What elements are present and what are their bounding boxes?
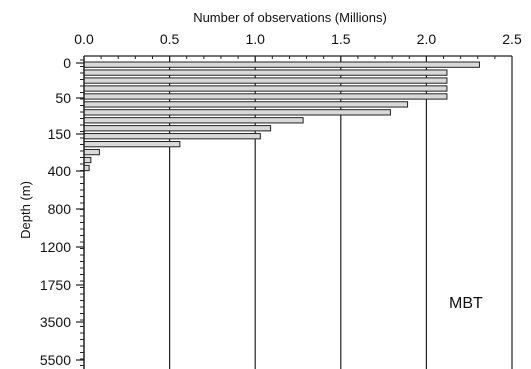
bar: [83, 61, 480, 68]
bar: [83, 125, 272, 132]
mbt-annotation: MBT: [449, 295, 483, 312]
y-axis-label: Depth (m): [18, 181, 33, 239]
bar: [83, 85, 448, 92]
bar: [83, 164, 90, 172]
y-tick-label: 0: [63, 55, 71, 71]
bar: [83, 156, 92, 164]
y-tick-label: 150: [48, 126, 72, 142]
x-tick-labels: 0.0 0.5 1.0 1.5 2.0 2.5: [74, 31, 522, 47]
bar: [83, 77, 448, 84]
x-tick-label: 2.0: [417, 31, 437, 47]
x-tick-label: 1.0: [245, 31, 265, 47]
bar: [83, 141, 181, 148]
bar: [83, 133, 261, 140]
y-tick-label: 1750: [40, 277, 71, 293]
y-tick-label: 5500: [40, 352, 71, 368]
x-tick-label: 1.5: [331, 31, 351, 47]
bar: [83, 109, 391, 116]
axes: [76, 55, 513, 369]
y-tick-label: 800: [48, 201, 72, 217]
bar: [83, 93, 448, 100]
y-tick-labels: 0 50 150 400 800 1200 1750 3500 5500: [40, 55, 71, 368]
x-tick-label: 0.5: [160, 31, 180, 47]
bars: [83, 61, 480, 172]
x-tick-label: 2.5: [502, 31, 522, 47]
grid-lines: [169, 56, 513, 369]
y-tick-label: 50: [55, 90, 71, 106]
bar: [83, 101, 409, 108]
y-tick-label: 3500: [40, 314, 71, 330]
x-axis-label: Number of observations (Millions): [193, 10, 387, 25]
bar: [83, 117, 304, 124]
x-tick-label: 0.0: [74, 31, 94, 47]
bar: [83, 69, 448, 76]
y-tick-label: 1200: [40, 239, 71, 255]
y-tick-label: 400: [48, 163, 72, 179]
bar: [83, 148, 100, 156]
